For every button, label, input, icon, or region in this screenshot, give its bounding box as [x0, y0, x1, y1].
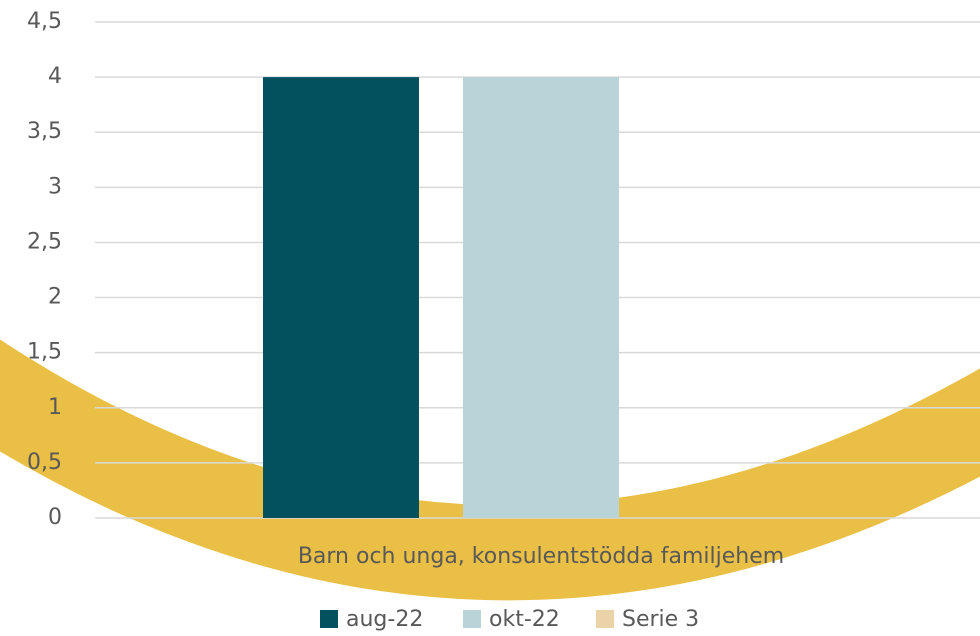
- legend-label: aug-22: [346, 607, 423, 632]
- bar: [263, 77, 419, 518]
- y-tick-label: 3: [48, 174, 62, 199]
- y-tick-label: 4,5: [27, 9, 62, 34]
- y-tick-label: 4: [48, 64, 62, 89]
- background-band: [0, 339, 980, 601]
- legend-label: okt-22: [489, 607, 560, 632]
- bar: [463, 77, 619, 518]
- y-tick-label: 3,5: [27, 119, 62, 144]
- x-tick-label: Barn och unga, konsulentstödda familjehe…: [298, 544, 784, 569]
- y-tick-label: 0: [48, 505, 62, 530]
- legend-swatch: [320, 610, 338, 628]
- y-tick-label: 2,5: [27, 229, 62, 254]
- y-tick-label: 0,5: [27, 450, 62, 475]
- legend-swatch: [463, 610, 481, 628]
- legend-label: Serie 3: [622, 607, 699, 632]
- y-tick-label: 1: [48, 395, 62, 420]
- y-tick-label: 1,5: [27, 340, 62, 365]
- legend-swatch: [596, 610, 614, 628]
- y-tick-label: 2: [48, 285, 62, 310]
